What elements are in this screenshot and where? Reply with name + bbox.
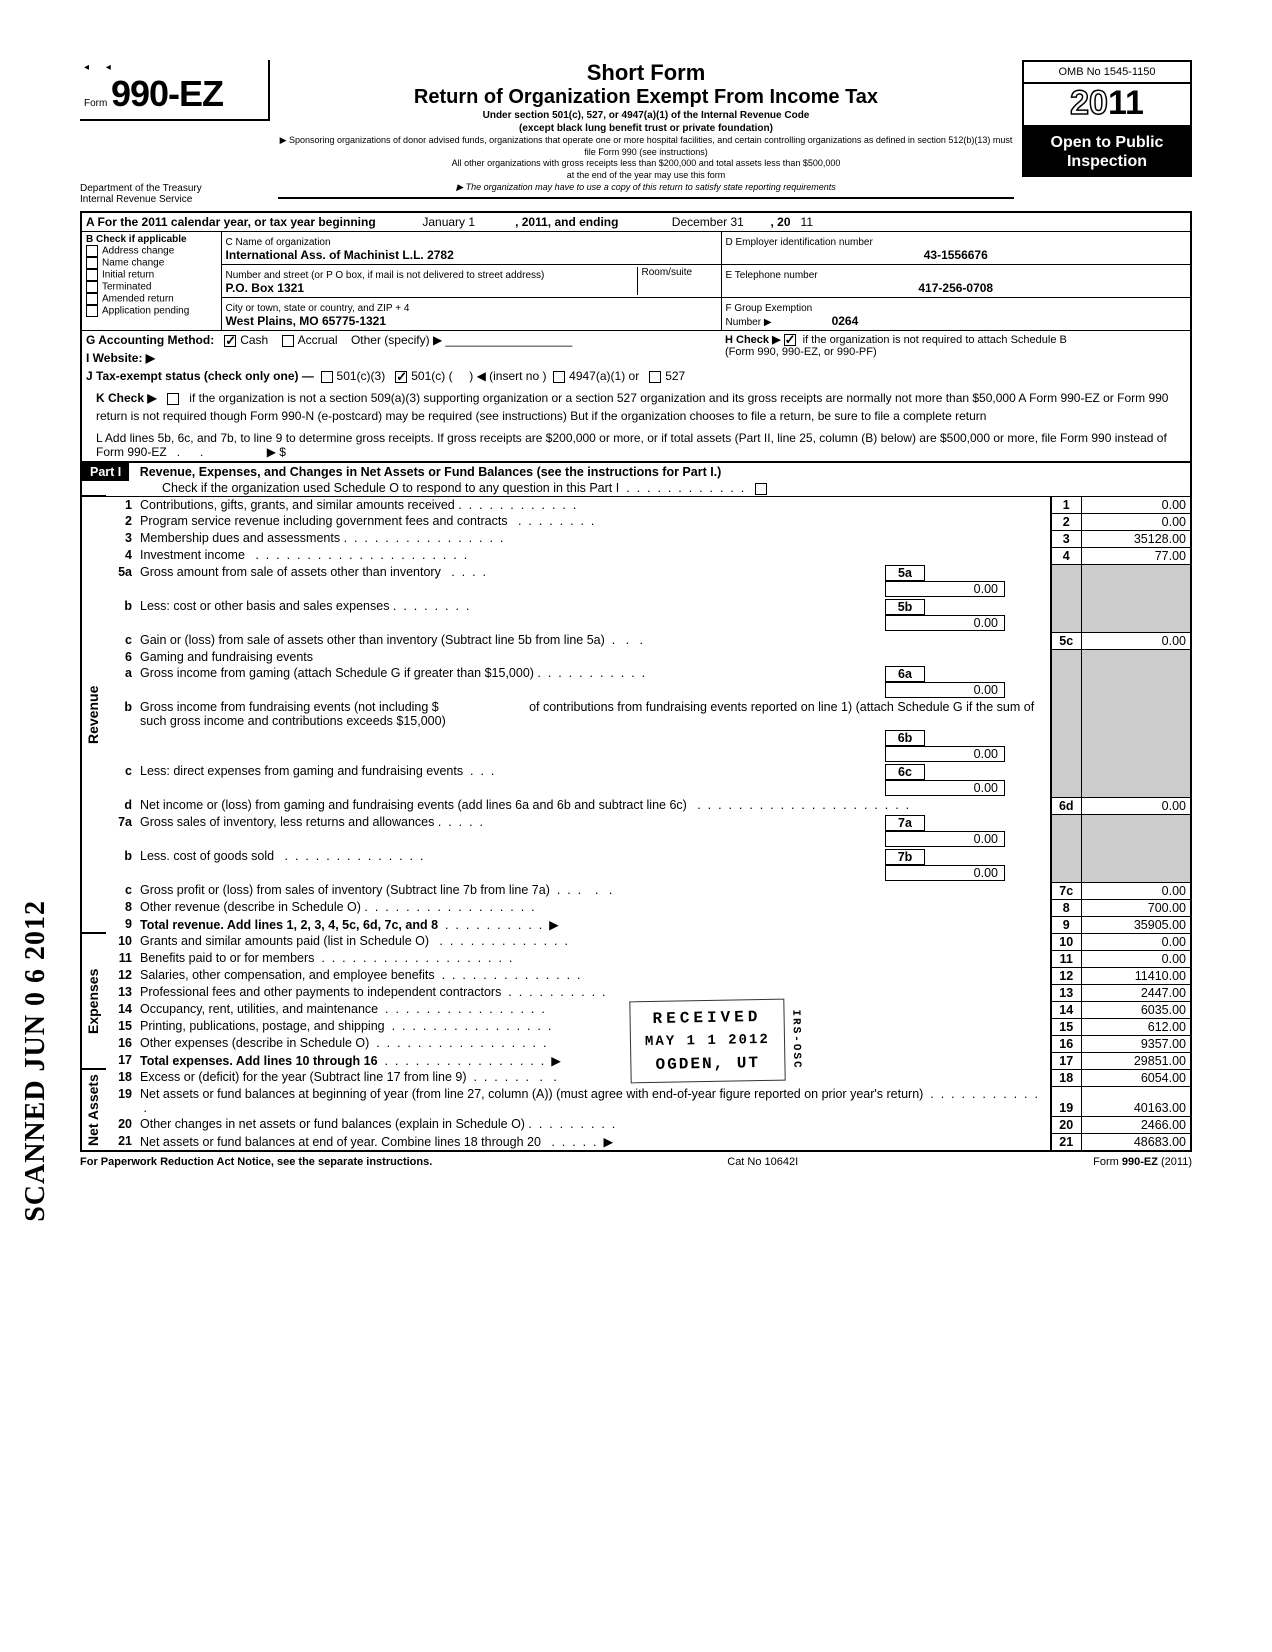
form-prefix: Form <box>84 98 107 109</box>
line-17-amt: 29851.00 <box>1081 1052 1191 1069</box>
section-b-label: B Check if applicable <box>86 234 187 245</box>
title-gross: All other organizations with gross recei… <box>278 158 1014 170</box>
section-i-label: I Website: ▶ <box>86 351 155 365</box>
line-5b-sub: 0.00 <box>885 615 1005 631</box>
check-accrual[interactable] <box>282 335 294 347</box>
check-501c[interactable] <box>395 371 407 383</box>
line-4-amt: 77.00 <box>1081 547 1191 564</box>
header: ◂ ◂ Form 990-EZ Department of the Treasu… <box>80 60 1192 207</box>
form-number: 990-EZ <box>111 73 223 114</box>
check-4947[interactable] <box>553 371 565 383</box>
line-7b-sub: 0.00 <box>885 865 1005 881</box>
check-terminated[interactable] <box>86 281 98 293</box>
line-20-amt: 2466.00 <box>1081 1116 1191 1133</box>
line-9-amt: 35905.00 <box>1081 916 1191 933</box>
check-cash[interactable] <box>224 335 236 347</box>
check-schedule-b[interactable] <box>784 334 796 346</box>
form-page: ◂ ◂ Form 990-EZ Department of the Treasu… <box>80 60 1192 1168</box>
line-6c-sub: 0.00 <box>885 780 1005 796</box>
title-copy: ▶ The organization may have to use a cop… <box>278 182 1014 194</box>
title-main: Return of Organization Exempt From Incom… <box>278 86 1014 109</box>
check-schedule-o[interactable] <box>755 483 767 495</box>
received-stamp: RECEIVED MAY 1 1 2012 OGDEN, UT IRS-OSC <box>629 999 785 1084</box>
line-13-amt: 2447.00 <box>1081 984 1191 1001</box>
check-k[interactable] <box>167 393 179 405</box>
line-18-amt: 6054.00 <box>1081 1069 1191 1086</box>
group-exemption: 0264 <box>832 314 859 328</box>
check-initial-return[interactable] <box>86 269 98 281</box>
line-8-amt: 700.00 <box>1081 899 1191 916</box>
tax-year-begin: January 1 <box>422 215 475 229</box>
dept-2: Internal Revenue Service <box>80 194 270 205</box>
ein: 43-1556676 <box>924 248 988 262</box>
line-14-amt: 6035.00 <box>1081 1001 1191 1018</box>
title-under: Under section 501(c), 527, or 4947(a)(1)… <box>278 109 1014 122</box>
line-16-amt: 9357.00 <box>1081 1035 1191 1052</box>
org-city: West Plains, MO 65775-1321 <box>226 314 387 328</box>
footer-mid: Cat No 10642I <box>727 1156 798 1168</box>
line-21-amt: 48683.00 <box>1081 1133 1191 1151</box>
org-name: International Ass. of Machinist L.L. 278… <box>226 248 454 262</box>
line-5c-amt: 0.00 <box>1081 632 1191 649</box>
line-15-amt: 612.00 <box>1081 1018 1191 1035</box>
section-e-label: E Telephone number <box>726 270 818 281</box>
check-501c3[interactable] <box>321 371 333 383</box>
footer: For Paperwork Reduction Act Notice, see … <box>80 1156 1192 1168</box>
section-d-label: D Employer identification number <box>726 237 873 248</box>
check-name-change[interactable] <box>86 257 98 269</box>
info-table: A For the 2011 calendar year, or tax yea… <box>80 211 1192 463</box>
title-block: Short Form Return of Organization Exempt… <box>278 60 1014 199</box>
side-expenses: Expenses <box>81 933 106 1069</box>
line-6d-amt: 0.00 <box>1081 797 1191 814</box>
line-10-amt: 0.00 <box>1081 933 1191 950</box>
tax-year-end: December 31 <box>672 215 744 229</box>
section-a-label: A For the 2011 calendar year, or tax yea… <box>86 215 376 229</box>
tax-year: 2011 <box>1022 84 1192 127</box>
line-12-amt: 11410.00 <box>1081 967 1191 984</box>
phone: 417-256-0708 <box>918 281 993 295</box>
dept-1: Department of the Treasury <box>80 183 270 194</box>
section-l-text: L Add lines 5b, 6c, and 7b, to line 9 to… <box>96 431 1167 459</box>
title-sponsor: ▶ Sponsoring organizations of donor advi… <box>278 135 1014 158</box>
check-amended[interactable] <box>86 293 98 305</box>
form-id-block: ◂ ◂ Form 990-EZ Department of the Treasu… <box>80 60 270 207</box>
line-11-amt: 0.00 <box>1081 950 1191 967</box>
footer-left: For Paperwork Reduction Act Notice, see … <box>80 1156 432 1168</box>
line-5a-sub: 0.00 <box>885 581 1005 597</box>
section-c-label: C Name of organization <box>226 237 331 248</box>
side-netassets: Net Assets <box>81 1069 106 1151</box>
check-application-pending[interactable] <box>86 305 98 317</box>
right-boxes: OMB No 1545-1150 2011 Open to Public Ins… <box>1022 60 1192 177</box>
line-19-amt: 40163.00 <box>1081 1086 1191 1116</box>
title-eoy: at the end of the year may use this form <box>278 170 1014 182</box>
line-6b-sub: 0.00 <box>885 746 1005 762</box>
section-k-text: if the organization is not a section 509… <box>96 391 1168 423</box>
line-2-amt: 0.00 <box>1081 513 1191 530</box>
part-1-label: Part I <box>82 463 129 481</box>
section-f-label: F Group Exemption <box>726 303 813 314</box>
scanned-stamp: SCANNED JUN 0 6 2012 <box>20 900 52 1222</box>
title-short: Short Form <box>278 60 1014 86</box>
open-public: Open to Public Inspection <box>1022 127 1192 177</box>
title-except: (except black lung benefit trust or priv… <box>278 122 1014 135</box>
footer-right: Form 990-EZ (2011) <box>1093 1156 1192 1168</box>
check-address-change[interactable] <box>86 245 98 257</box>
line-1-amt: 0.00 <box>1081 496 1191 513</box>
line-3-amt: 35128.00 <box>1081 530 1191 547</box>
line-7a-sub: 0.00 <box>885 831 1005 847</box>
part-1-title: Revenue, Expenses, and Changes in Net As… <box>140 465 722 479</box>
check-527[interactable] <box>649 371 661 383</box>
omb-number: OMB No 1545-1150 <box>1022 60 1192 84</box>
line-7c-amt: 0.00 <box>1081 882 1191 899</box>
side-revenue: Revenue <box>81 496 106 933</box>
org-street: P.O. Box 1321 <box>226 281 305 295</box>
line-6a-sub: 0.00 <box>885 682 1005 698</box>
